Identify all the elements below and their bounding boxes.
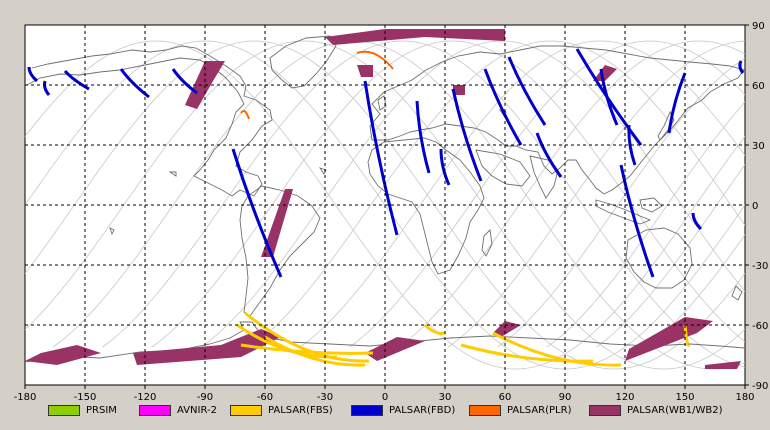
legend: PRSIM AVNIR-2 PALSAR(FBS) PALSAR(FBD) PALSAR… bbox=[0, 400, 770, 422]
wb-swath bbox=[133, 329, 281, 365]
orbit-track bbox=[299, 40, 745, 348]
fbd-swath bbox=[27, 66, 39, 83]
x-tick-label: 120 bbox=[615, 392, 634, 400]
y-tick-label: 0 bbox=[752, 201, 758, 212]
fbd-swath bbox=[119, 68, 150, 99]
orbit-track bbox=[398, 40, 745, 348]
orbit-track bbox=[25, 40, 745, 370]
legend-swatch bbox=[589, 404, 621, 416]
legend-label: PRSIM bbox=[86, 404, 117, 416]
orbit-track bbox=[546, 101, 745, 348]
legend-swatch bbox=[48, 404, 80, 416]
wb-swath bbox=[325, 29, 505, 45]
fbd-swath bbox=[507, 56, 547, 126]
orbit-track bbox=[250, 40, 745, 348]
axis-ticks: -180 -150 -120 -90 -60 -30 0 30 60 90 120 150 180 90 6… bbox=[14, 21, 769, 400]
plr-swath bbox=[356, 50, 394, 70]
legend-label: PALSAR(FBD) bbox=[389, 404, 456, 416]
y-tick-label: 60 bbox=[752, 81, 765, 92]
y-tick-label: -30 bbox=[752, 261, 768, 272]
fbs-swath bbox=[683, 324, 691, 347]
legend-swatch bbox=[230, 404, 262, 416]
orbit-track bbox=[497, 57, 745, 348]
coverage-swaths bbox=[25, 29, 745, 369]
world-coverage-map: -180 -150 -120 -90 -60 -30 0 30 60 90 120 150 180 90 6… bbox=[14, 21, 769, 400]
x-tick-label: 30 bbox=[439, 392, 452, 400]
fbd-swath bbox=[738, 60, 745, 74]
fbd-swath bbox=[171, 68, 198, 95]
fbd-swath bbox=[451, 88, 483, 182]
legend-item: PALSAR(WB1/WB2) bbox=[589, 403, 723, 417]
x-tick-label: 180 bbox=[735, 392, 754, 400]
x-tick-label: -120 bbox=[134, 392, 157, 400]
fbd-swath bbox=[439, 148, 451, 186]
x-tick-label: 90 bbox=[559, 392, 572, 400]
wb-swath bbox=[25, 345, 101, 365]
fbs-swath bbox=[460, 343, 594, 363]
fbd-swath bbox=[599, 68, 619, 126]
y-tick-label: 90 bbox=[752, 21, 765, 32]
fbs-swath bbox=[264, 335, 366, 367]
orbit-track bbox=[102, 40, 745, 368]
legend-swatch bbox=[351, 404, 383, 416]
fbd-swath bbox=[619, 164, 655, 278]
y-tick-label: -90 bbox=[752, 381, 768, 392]
graticule bbox=[25, 25, 745, 385]
x-tick-label: -60 bbox=[257, 392, 273, 400]
x-tick-label: -180 bbox=[14, 392, 37, 400]
y-tick-label: -60 bbox=[752, 321, 768, 332]
legend-item: PALSAR(FBS) bbox=[230, 403, 333, 417]
legend-item: PRSIM bbox=[48, 403, 117, 417]
fbs-swath bbox=[240, 343, 374, 355]
legend-label: PALSAR(PLR) bbox=[507, 404, 572, 416]
fbs-swath bbox=[492, 331, 622, 367]
fbd-swath bbox=[691, 212, 703, 231]
fbd-swath bbox=[231, 148, 283, 278]
fbd-swath bbox=[63, 69, 90, 91]
legend-label: PALSAR(FBS) bbox=[268, 404, 333, 416]
legend-label: AVNIR-2 bbox=[177, 404, 217, 416]
legend-swatch bbox=[469, 404, 501, 416]
x-tick-label: 0 bbox=[382, 392, 388, 400]
fbd-swath bbox=[535, 132, 563, 178]
x-tick-label: 150 bbox=[675, 392, 694, 400]
fbs-swath bbox=[423, 323, 446, 335]
fbd-swath bbox=[483, 68, 523, 146]
orbit-track bbox=[52, 40, 745, 370]
legend-item: PALSAR(FBD) bbox=[351, 403, 455, 417]
fbs-swath bbox=[244, 311, 370, 363]
legend-label: PALSAR(WB1/WB2) bbox=[627, 404, 723, 416]
legend-swatch bbox=[139, 404, 171, 416]
fbd-swath bbox=[43, 80, 51, 96]
wb-swath bbox=[453, 85, 465, 95]
legend-item: PALSAR(PLR) bbox=[469, 403, 571, 417]
x-tick-label: -150 bbox=[74, 392, 97, 400]
y-tick-label: 30 bbox=[752, 141, 765, 152]
orbit-track bbox=[349, 40, 745, 348]
x-tick-label: -30 bbox=[317, 392, 333, 400]
fbd-swath bbox=[363, 80, 399, 236]
wb-swath bbox=[625, 317, 713, 361]
x-tick-label: 60 bbox=[499, 392, 512, 400]
fbd-swath bbox=[667, 72, 687, 134]
orbit-track bbox=[448, 40, 745, 348]
legend-item: AVNIR-2 bbox=[139, 403, 217, 417]
fbd-swath bbox=[627, 124, 637, 166]
wb-swath bbox=[593, 65, 617, 81]
wb-swath bbox=[357, 65, 373, 77]
wb-swath bbox=[705, 361, 741, 369]
plr-swath bbox=[240, 110, 250, 120]
wb-swath bbox=[365, 337, 425, 361]
fbd-swath bbox=[415, 100, 431, 174]
wb-swath bbox=[261, 189, 293, 257]
x-tick-label: -90 bbox=[197, 392, 213, 400]
